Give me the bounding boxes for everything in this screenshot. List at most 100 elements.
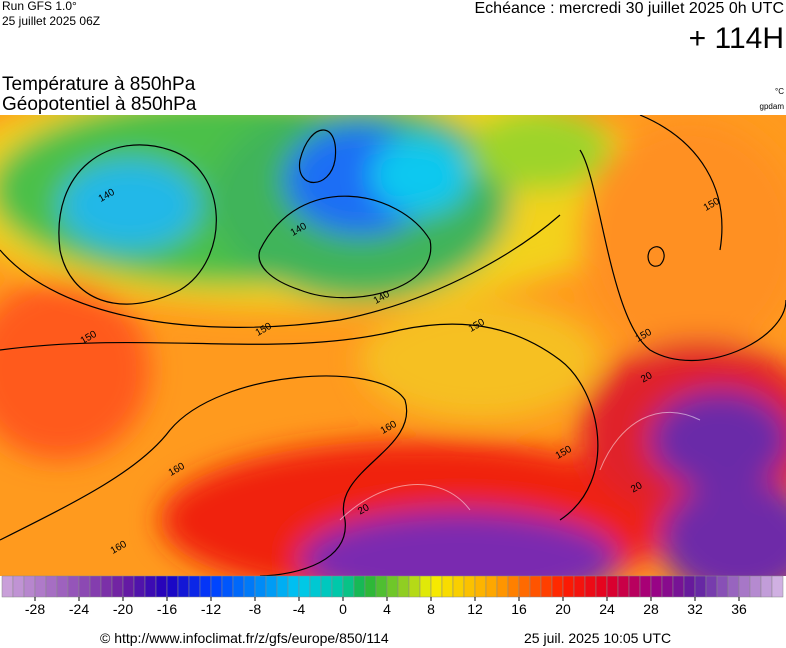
colorbar-swatch (386, 575, 399, 598)
colorbar-swatch (12, 575, 25, 598)
colorbar-tick-label: 8 (427, 601, 435, 617)
contour-label: 20 (639, 370, 655, 385)
colorbar-swatch (1, 575, 14, 598)
colorbar-swatch (23, 575, 36, 598)
colorbar-swatch (89, 575, 102, 598)
colorbar-swatch (287, 575, 300, 598)
colorbar-swatch (188, 575, 201, 598)
colorbar-swatch (342, 575, 355, 598)
colorbar-swatch (309, 575, 322, 598)
run-date: 25 juillet 2025 06Z (2, 14, 100, 28)
colorbar-tick-label: -12 (201, 601, 221, 617)
colorbar-swatch (683, 575, 696, 598)
colorbar-swatch (320, 575, 333, 598)
colorbar-swatch (584, 575, 597, 598)
colorbar-tick-label: -16 (157, 601, 177, 617)
colorbar-tick-label: 36 (731, 601, 747, 617)
colorbar-swatch (221, 575, 234, 598)
colorbar-tick-label: 24 (599, 601, 615, 617)
run: Run GFS 1.0° (2, 0, 77, 13)
colorbar-swatch (364, 575, 377, 598)
colorbar-swatch (166, 575, 179, 598)
colorbar-swatch (628, 575, 641, 598)
colorbar-swatch (353, 575, 366, 598)
colorbar-swatch (199, 575, 212, 598)
colorbar-tick-label: -20 (113, 601, 133, 617)
lead-time: + 114H (689, 22, 784, 55)
colorbar-swatch (496, 575, 509, 598)
colorbar-swatch (760, 575, 773, 598)
colorbar-tick-label: -24 (69, 601, 89, 617)
colorbar-tick-label: 4 (383, 601, 391, 617)
colorbar-swatch (276, 575, 289, 598)
colorbar-swatch (298, 575, 311, 598)
colorbar-tick-label: 20 (555, 601, 571, 617)
colorbar-swatch (232, 575, 245, 598)
colorbar-swatch (749, 575, 762, 598)
colorbar-swatch (155, 575, 168, 598)
colorbar-swatch (441, 575, 454, 598)
colorbar-tick-label: -8 (249, 601, 262, 617)
colorbar-swatch (265, 575, 278, 598)
colorbar-swatch (397, 575, 410, 598)
colorbar-swatch (551, 575, 564, 598)
contour-label: 20 (629, 480, 645, 495)
colorbar-swatch (375, 575, 388, 598)
colorbar-swatch (100, 575, 113, 598)
colorbar-swatch (738, 575, 751, 598)
colorbar-swatch (485, 575, 498, 598)
colorbar-tick-label: -28 (25, 601, 45, 617)
colorbar-swatch (111, 575, 124, 598)
colorbar-tick-label: 16 (511, 601, 527, 617)
colorbar-swatch (463, 575, 476, 598)
colorbar-swatch (771, 575, 784, 598)
colorbar-swatch (518, 575, 531, 598)
colorbar-swatch (595, 575, 608, 598)
colorbar-swatch (661, 575, 674, 598)
map-field (0, 115, 786, 576)
colorbar-swatch (45, 575, 58, 598)
colorbar-tick-label: 12 (467, 601, 483, 617)
colorbar-swatch (133, 575, 146, 598)
colorbar-swatch (705, 575, 718, 598)
colorbar-swatch (716, 575, 729, 598)
colorbar-swatch (672, 575, 685, 598)
colorbar-tick-label: -4 (293, 601, 306, 617)
colorbar-swatch (419, 575, 432, 598)
colorbar-swatch (144, 575, 157, 598)
colorbar-swatch (254, 575, 267, 598)
colorbar-swatch (331, 575, 344, 598)
colorbar-tick-label: 32 (687, 601, 703, 617)
colorbar-swatch (540, 575, 553, 598)
valid-time: Echéance : mercredi 30 juillet 2025 0h U… (475, 0, 785, 17)
title-geopotential: Géopotentiel à 850hPa (2, 94, 197, 115)
colorbar-swatch (56, 575, 69, 598)
colorbar-swatch (474, 575, 487, 598)
colorbar-swatch (617, 575, 630, 598)
colorbar-swatch (122, 575, 135, 598)
colorbar-swatch (562, 575, 575, 598)
source-url: © http://www.infoclimat.fr/z/gfs/europe/… (100, 630, 389, 646)
generated-time: 25 juil. 2025 10:05 UTC (524, 630, 671, 646)
colorbar-swatch (34, 575, 47, 598)
colorbar-swatch (694, 575, 707, 598)
colorbar-swatch (408, 575, 421, 598)
title-temperature: Température à 850hPa (2, 74, 196, 95)
colorbar-swatch (452, 575, 465, 598)
colorbar-swatch (210, 575, 223, 598)
colorbar-tick-label: 0 (339, 601, 347, 617)
colorbar-swatch (639, 575, 652, 598)
colorbar-swatch (529, 575, 542, 598)
unit-geopotential: gpdam (760, 102, 785, 111)
colorbar-swatch (78, 575, 91, 598)
colorbar-tick-label: 28 (643, 601, 659, 617)
colorbar-swatch (573, 575, 586, 598)
colorbar-swatch (430, 575, 443, 598)
colorbar-swatch (650, 575, 663, 598)
contour-label: 20 (356, 502, 372, 517)
colorbar-swatch (243, 575, 256, 598)
colorbar-swatch (67, 575, 80, 598)
unit-temperature: °C (775, 87, 784, 96)
